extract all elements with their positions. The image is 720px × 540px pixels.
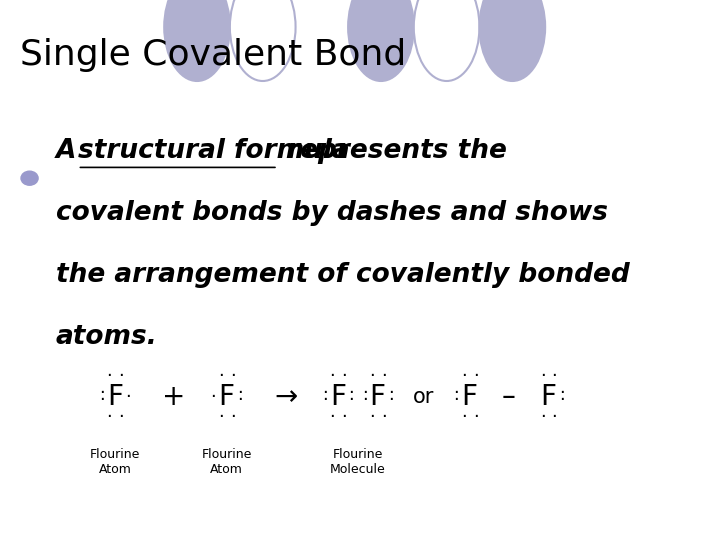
Text: ·: · (330, 367, 336, 386)
Text: ·: · (361, 392, 367, 409)
Text: or: or (413, 387, 434, 407)
Text: ·: · (559, 392, 564, 409)
Text: →: → (274, 383, 297, 411)
Text: ·: · (330, 408, 336, 427)
Text: ·: · (99, 392, 104, 409)
Text: covalent bonds by dashes and shows: covalent bonds by dashes and shows (56, 200, 608, 226)
Text: ·: · (472, 367, 478, 386)
Text: F: F (330, 383, 346, 411)
Text: ·: · (106, 367, 112, 386)
Ellipse shape (414, 0, 480, 81)
Ellipse shape (480, 0, 545, 81)
Text: ·: · (230, 408, 235, 427)
Text: ·: · (237, 392, 243, 409)
Text: ·: · (210, 388, 216, 406)
Text: ·: · (369, 408, 374, 427)
Text: Flourine
Molecule: Flourine Molecule (330, 448, 386, 476)
Ellipse shape (348, 0, 414, 81)
Text: ·: · (369, 367, 374, 386)
Text: ·: · (540, 367, 546, 386)
Text: F: F (107, 383, 123, 411)
Text: ·: · (99, 384, 104, 402)
Text: ·: · (341, 367, 347, 386)
Ellipse shape (164, 0, 230, 81)
Text: ·: · (454, 384, 459, 402)
Text: ·: · (218, 367, 224, 386)
Text: ·: · (381, 408, 387, 427)
Text: ·: · (388, 392, 394, 409)
Text: ·: · (348, 392, 354, 409)
Text: ·: · (552, 367, 557, 386)
Circle shape (21, 171, 38, 185)
Text: ·: · (472, 408, 478, 427)
Text: ·: · (230, 367, 235, 386)
Text: F: F (219, 383, 235, 411)
Text: ·: · (381, 367, 387, 386)
Text: ·: · (237, 384, 243, 402)
Text: Single Covalent Bond: Single Covalent Bond (19, 38, 406, 72)
Text: Flourine
Atom: Flourine Atom (202, 448, 252, 476)
Text: ·: · (461, 367, 467, 386)
Text: ·: · (218, 408, 224, 427)
Text: –: – (502, 383, 516, 411)
Text: ·: · (118, 408, 124, 427)
Text: ·: · (461, 408, 467, 427)
Text: ·: · (341, 408, 347, 427)
Text: F: F (369, 383, 386, 411)
Text: A: A (56, 138, 86, 164)
Text: the arrangement of covalently bonded: the arrangement of covalently bonded (56, 262, 629, 288)
Text: ·: · (454, 392, 459, 409)
Text: represents the: represents the (278, 138, 507, 164)
Text: ·: · (552, 408, 557, 427)
Text: Flourine
Atom: Flourine Atom (90, 448, 140, 476)
Text: ·: · (388, 384, 394, 402)
Text: ·: · (361, 384, 367, 402)
Text: ·: · (118, 367, 124, 386)
Ellipse shape (230, 0, 296, 81)
Text: +: + (163, 383, 186, 411)
Text: ·: · (125, 388, 131, 406)
Text: atoms.: atoms. (56, 324, 158, 350)
Text: ·: · (323, 384, 328, 402)
Text: F: F (462, 383, 477, 411)
Text: ·: · (323, 392, 328, 409)
Text: ·: · (559, 384, 564, 402)
Text: ·: · (540, 408, 546, 427)
Text: F: F (541, 383, 557, 411)
Text: structural formula: structural formula (78, 138, 349, 164)
Text: ·: · (348, 384, 354, 402)
Text: ·: · (106, 408, 112, 427)
